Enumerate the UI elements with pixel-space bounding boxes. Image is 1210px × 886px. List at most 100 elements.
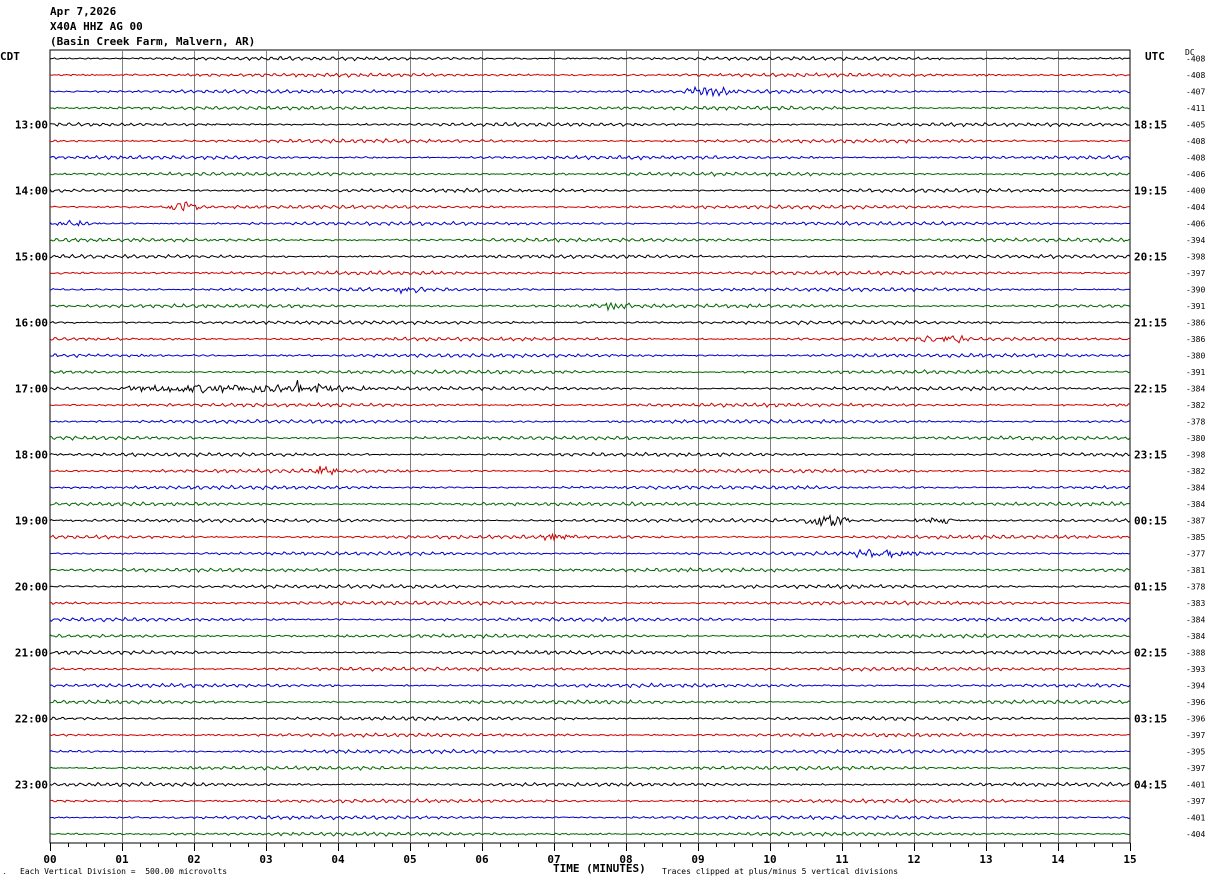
dc-offset-label: -394 (1186, 236, 1205, 245)
dc-offset-label: -401 (1186, 781, 1205, 790)
dc-offset-label: -378 (1186, 418, 1205, 427)
left-time-label: 13:00 (15, 119, 48, 132)
seismic-trace (49, 600, 1131, 606)
dc-offset-label: -386 (1186, 335, 1205, 344)
seismic-trace (49, 798, 1131, 804)
seismic-trace (49, 154, 1131, 161)
seismic-trace (49, 514, 1131, 528)
x-tick-label: 04 (331, 853, 345, 866)
seismic-trace (49, 666, 1131, 672)
x-tick-label: 06 (475, 853, 489, 866)
right-time-label: 04:15 (1134, 779, 1167, 792)
dc-offset-label: -383 (1186, 599, 1205, 608)
seismic-trace (49, 616, 1131, 623)
seismic-trace (49, 319, 1131, 326)
dc-offset-label: -411 (1186, 104, 1205, 113)
seismic-trace (49, 171, 1131, 178)
seismic-trace (49, 732, 1131, 738)
right-time-label: 22:15 (1134, 383, 1167, 396)
seismic-trace (49, 401, 1131, 408)
seismic-trace (49, 187, 1131, 194)
seismic-trace (49, 633, 1131, 639)
dc-offset-label: -384 (1186, 632, 1205, 641)
seismic-trace (49, 269, 1131, 276)
x-tick-label: 15 (1123, 853, 1136, 866)
station-code: X40A HHZ AG 00 (50, 20, 143, 33)
dc-offset-label: -391 (1186, 368, 1205, 377)
seismic-trace (49, 380, 1131, 395)
seismic-trace (49, 286, 1131, 295)
seismic-trace (49, 253, 1131, 260)
right-time-label: 23:15 (1134, 449, 1167, 462)
right-time-label: 01:15 (1134, 581, 1167, 594)
dc-offset-label: -393 (1186, 665, 1205, 674)
dc-offset-label: -384 (1186, 616, 1205, 625)
seismic-trace (49, 418, 1131, 425)
right-time-label: 20:15 (1134, 251, 1167, 264)
dc-offset-label: -397 (1186, 731, 1205, 740)
dc-offset-label: -398 (1186, 253, 1205, 262)
right-time-label: 18:15 (1134, 119, 1167, 132)
dc-offset-label: -397 (1186, 797, 1205, 806)
dc-offset-label: -397 (1186, 269, 1205, 278)
right-timezone-label: UTC (1145, 50, 1165, 63)
dc-offset-label: -391 (1186, 302, 1205, 311)
plot-date: Apr 7,2026 (50, 5, 117, 18)
seismic-trace (49, 138, 1131, 144)
right-time-label: 00:15 (1134, 515, 1167, 528)
dc-offset-label: -405 (1186, 121, 1205, 130)
right-time-label: 19:15 (1134, 185, 1167, 198)
plot-frame (49, 49, 1131, 844)
dc-label: DC (1185, 48, 1195, 57)
seismic-trace (49, 548, 1131, 559)
seismic-trace (49, 748, 1131, 755)
dc-offset-label: -386 (1186, 319, 1205, 328)
dc-offset-label: -388 (1186, 649, 1205, 658)
seismic-trace (49, 484, 1131, 491)
seismic-trace (49, 121, 1130, 128)
dc-offset-label: -380 (1186, 352, 1205, 361)
dc-offset-label: -401 (1186, 814, 1205, 823)
x-axis-label: TIME (MINUTES) (553, 862, 646, 875)
seismic-trace (49, 831, 1131, 837)
left-time-label: 20:00 (15, 581, 48, 594)
dc-offset-label: -384 (1186, 385, 1205, 394)
seismic-trace (49, 781, 1131, 788)
x-tick-label: 14 (1051, 853, 1065, 866)
x-tick-label: 10 (763, 853, 776, 866)
dc-offset-label: -384 (1186, 484, 1205, 493)
dc-offset-label: -377 (1186, 550, 1205, 559)
left-time-label: 18:00 (15, 449, 48, 462)
left-time-label: 21:00 (15, 647, 48, 660)
left-timezone-label: CDT (0, 50, 20, 63)
seismic-trace (49, 85, 1131, 98)
seismic-trace (49, 567, 1131, 574)
seismic-trace (49, 55, 1131, 62)
seismic-trace (49, 501, 1131, 507)
dc-offset-label: -408 (1186, 71, 1205, 80)
right-time-label: 02:15 (1134, 647, 1167, 660)
x-tick-label: 00 (43, 853, 56, 866)
dc-offset-label: -395 (1186, 748, 1205, 757)
seismic-trace (49, 219, 1131, 227)
dc-offset-label: -407 (1186, 88, 1205, 97)
left-time-label: 16:00 (15, 317, 48, 330)
x-tick-label: 07 (547, 853, 560, 866)
x-tick-label: 12 (907, 853, 920, 866)
dc-offset-label: -380 (1186, 434, 1205, 443)
left-time-label: 23:00 (15, 779, 48, 792)
seismic-trace (49, 649, 1131, 656)
dc-offset-label: -378 (1186, 583, 1205, 592)
x-tick-label: 09 (691, 853, 704, 866)
left-time-label: 14:00 (15, 185, 48, 198)
seismic-trace (49, 583, 1130, 590)
clip-note: Traces clipped at plus/minus 5 vertical … (662, 867, 899, 876)
seismic-trace (49, 301, 1131, 312)
seismic-trace (49, 715, 1131, 722)
seismic-trace (49, 105, 1131, 111)
seismic-trace (49, 814, 1131, 821)
dc-offset-label: -408 (1186, 137, 1205, 146)
scale-note: Each Vertical Division = 500.00 microvol… (20, 867, 228, 876)
dc-offset-label: -408 (1186, 55, 1205, 64)
